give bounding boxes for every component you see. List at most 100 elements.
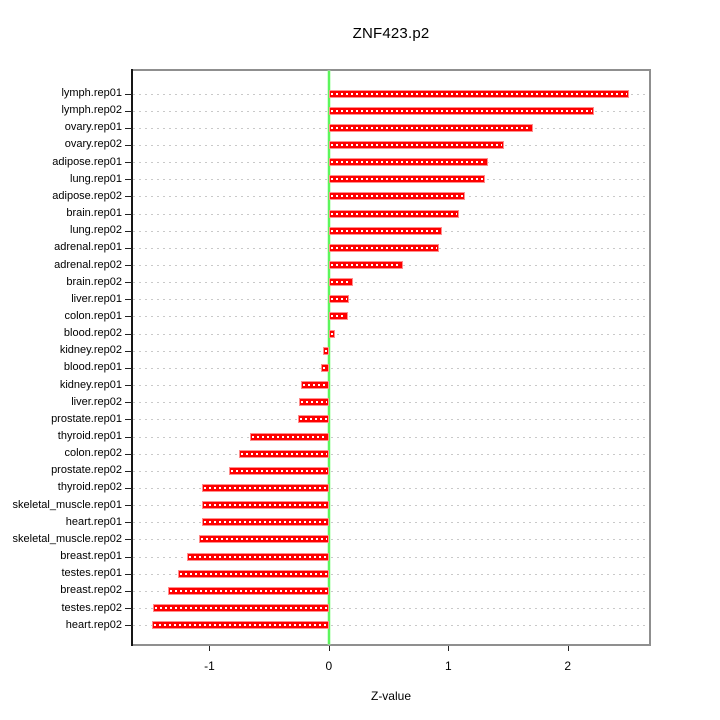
y-axis-label: testes.rep01 (61, 567, 122, 580)
y-tick-mark (125, 196, 133, 198)
bar-center-dash (330, 178, 484, 181)
bar-colon.rep02 (239, 449, 329, 458)
gridline (133, 316, 649, 318)
x-tick-label: 0 (325, 659, 333, 673)
y-axis-label: lung.rep02 (70, 224, 122, 237)
y-axis-label: skeletal_muscle.rep01 (12, 498, 122, 511)
gridline (133, 608, 649, 609)
bar-center-dash (204, 521, 327, 524)
gridline (133, 470, 649, 472)
y-tick-mark (125, 487, 133, 489)
y-tick-mark (125, 110, 133, 112)
bar-adrenal.rep01 (328, 243, 439, 252)
y-axis-label: colon.rep01 (64, 309, 123, 322)
bar-center-dash (330, 264, 401, 266)
gridline (133, 299, 649, 301)
bar-center-dash (301, 401, 327, 404)
bar-center-dash (330, 126, 532, 129)
y-axis-label: brain.rep02 (66, 275, 122, 288)
x-tick-label: -1 (204, 659, 215, 673)
bar-liver.rep02 (299, 398, 329, 407)
y-tick-mark (125, 505, 133, 507)
bar-liver.rep01 (328, 295, 350, 304)
bar-center-dash (299, 418, 327, 421)
bar-center-dash (169, 589, 327, 592)
bar-center-dash (330, 332, 333, 335)
bar-breast.rep02 (167, 586, 329, 595)
y-tick-mark (125, 247, 133, 249)
bar-colon.rep01 (328, 312, 348, 321)
gridline (133, 487, 649, 489)
y-tick-mark (125, 402, 133, 404)
bar-center-dash (330, 229, 441, 232)
bar-lung.rep01 (328, 175, 486, 184)
y-tick-mark (125, 333, 133, 335)
bar-center-dash (330, 315, 346, 318)
bar-center-dash (303, 384, 327, 387)
gridline (133, 419, 649, 421)
gridline (133, 333, 649, 335)
y-tick-mark (125, 162, 133, 164)
y-tick-mark (125, 144, 133, 146)
y-axis-label: kidney.rep01 (59, 378, 122, 391)
y-axis-label: adrenal.rep01 (54, 241, 122, 254)
y-tick-mark (125, 573, 133, 575)
gridline (133, 590, 649, 592)
gridline (133, 556, 649, 558)
bar-center-dash (200, 538, 327, 541)
y-tick-mark (125, 127, 133, 129)
y-tick-mark (125, 453, 133, 455)
bar-heart.rep02 (152, 621, 329, 630)
gridline (133, 522, 649, 524)
gridline (133, 367, 649, 369)
bar-center-dash (252, 435, 327, 438)
y-tick-mark (125, 590, 133, 592)
y-axis-label: thyroid.rep01 (57, 430, 122, 442)
x-tick-mark (567, 646, 569, 651)
y-tick-mark (125, 608, 133, 609)
y-axis-line (131, 69, 133, 646)
bar-center-dash (154, 624, 327, 627)
y-axis-label: heart.rep02 (65, 618, 122, 631)
x-axis-title: Z-value (370, 689, 411, 703)
bar-center-dash (330, 212, 458, 215)
zero-reference-line (327, 71, 330, 644)
bar-prostate.rep01 (297, 415, 329, 424)
bar-adipose.rep02 (328, 192, 466, 201)
gridline (133, 505, 649, 507)
y-axis-label: thyroid.rep02 (57, 481, 122, 494)
gridline (133, 350, 649, 352)
bar-adipose.rep01 (328, 158, 488, 167)
y-axis-label: blood.rep01 (63, 361, 122, 374)
bar-center-dash (324, 349, 327, 352)
bar-center-dash (330, 92, 627, 95)
x-tick-mark (328, 646, 330, 651)
y-tick-mark (125, 350, 133, 352)
bar-blood.rep02 (328, 329, 335, 338)
y-axis-label: adipose.rep02 (52, 189, 122, 202)
bar-thyroid.rep02 (202, 483, 329, 492)
x-tick-label: 2 (564, 659, 572, 673)
y-axis-label: adrenal.rep02 (54, 258, 122, 271)
x-tick-mark (448, 646, 450, 651)
bar-lymph.rep02 (328, 106, 595, 115)
x-tick-label: 1 (444, 659, 452, 673)
x-tick-mark (209, 646, 211, 651)
y-axis-label: blood.rep02 (63, 327, 122, 340)
y-tick-mark (125, 367, 133, 369)
y-axis-label: liver.rep02 (71, 395, 122, 408)
gridline (133, 539, 649, 541)
bar-center-dash (330, 143, 503, 146)
bar-adrenal.rep02 (328, 261, 403, 269)
y-axis-label: colon.rep02 (64, 447, 123, 460)
bar-ovary.rep01 (328, 123, 534, 132)
y-axis-label: liver.rep01 (71, 292, 122, 305)
bar-ovary.rep02 (328, 140, 505, 149)
bar-center-dash (330, 246, 437, 249)
y-tick-mark (125, 556, 133, 558)
y-axis-label: ovary.rep01 (64, 121, 122, 134)
plot-area (133, 71, 649, 644)
chart-title: ZNF423.p2 (352, 25, 430, 42)
y-tick-mark (125, 539, 133, 541)
